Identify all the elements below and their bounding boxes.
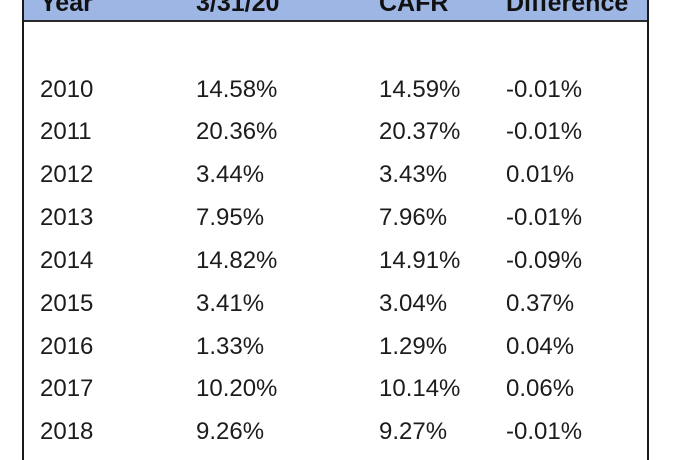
table-row: 2012 3.44% 3.43% 0.01%: [24, 155, 647, 195]
year-cell: 2012: [40, 161, 94, 188]
value-3-31-20-cell: 9.26%: [196, 418, 265, 445]
value-cafr-cell: 14.59%: [379, 76, 461, 103]
value-cafr-cell: 7.96%: [379, 204, 448, 231]
value-3-31-20-cell: 7.95%: [196, 204, 265, 231]
table-row: 2010 14.58% 14.59% -0.01%: [24, 70, 647, 110]
value-3-31-20-cell: 3.44%: [196, 161, 265, 188]
value-3-31-20-cell: 1.33%: [196, 333, 265, 360]
table-row: 2015 3.41% 3.04% 0.37%: [24, 284, 647, 324]
header-cafr: CAFR: [379, 0, 449, 17]
returns-table: Year 3/31/20 CAFR Difference 2010 14.58%…: [22, 0, 649, 460]
value-cafr-cell: 3.04%: [379, 290, 448, 317]
difference-cell: -0.01%: [506, 418, 583, 445]
value-3-31-20-cell: 14.82%: [196, 247, 278, 274]
value-3-31-20-cell: 10.20%: [196, 375, 278, 402]
difference-cell: -0.01%: [506, 118, 583, 145]
year-cell: 2017: [40, 375, 94, 402]
table-row: 2014 14.82% 14.91% -0.09%: [24, 241, 647, 281]
table-row: 2018 9.26% 9.27% -0.01%: [24, 412, 647, 452]
difference-cell: -0.01%: [506, 76, 583, 103]
table-row: 2013 7.95% 7.96% -0.01%: [24, 198, 647, 238]
table-header: Year 3/31/20 CAFR Difference: [24, 0, 647, 22]
header-3-31-20: 3/31/20: [196, 0, 280, 17]
value-cafr-cell: 3.43%: [379, 161, 448, 188]
difference-cell: 0.04%: [506, 333, 575, 360]
difference-cell: 0.37%: [506, 290, 575, 317]
table-row: 2011 20.36% 20.37% -0.01%: [24, 112, 647, 152]
difference-cell: 0.06%: [506, 375, 575, 402]
header-difference: Difference: [506, 0, 629, 17]
year-cell: 2014: [40, 247, 94, 274]
header-year: Year: [40, 0, 93, 17]
year-cell: 2013: [40, 204, 94, 231]
value-cafr-cell: 10.14%: [379, 375, 461, 402]
value-3-31-20-cell: 14.58%: [196, 76, 278, 103]
value-cafr-cell: 1.29%: [379, 333, 448, 360]
year-cell: 2011: [40, 118, 92, 145]
year-cell: 2010: [40, 76, 94, 103]
value-3-31-20-cell: 3.41%: [196, 290, 265, 317]
value-3-31-20-cell: 20.36%: [196, 118, 278, 145]
year-cell: 2015: [40, 290, 94, 317]
value-cafr-cell: 14.91%: [379, 247, 461, 274]
value-cafr-cell: 9.27%: [379, 418, 448, 445]
year-cell: 2016: [40, 333, 94, 360]
difference-cell: 0.01%: [506, 161, 575, 188]
difference-cell: -0.01%: [506, 204, 583, 231]
value-cafr-cell: 20.37%: [379, 118, 461, 145]
year-cell: 2018: [40, 418, 94, 445]
table-row: 2016 1.33% 1.29% 0.04%: [24, 327, 647, 367]
difference-cell: -0.09%: [506, 247, 583, 274]
table-row: 2017 10.20% 10.14% 0.06%: [24, 369, 647, 409]
